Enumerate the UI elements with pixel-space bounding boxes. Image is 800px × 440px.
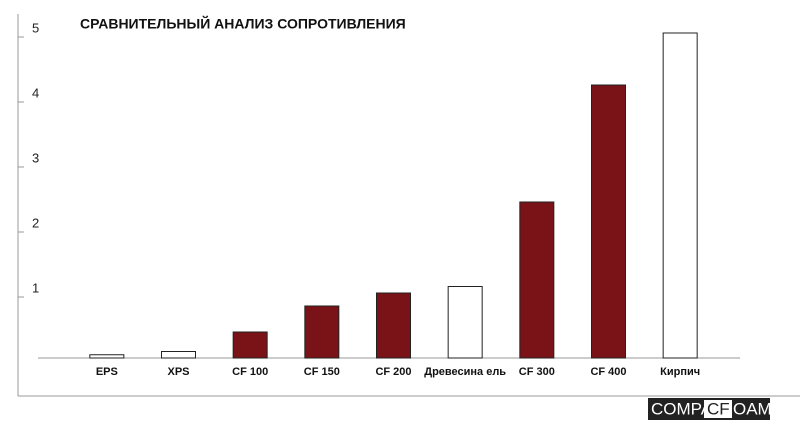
x-tick-label: Кирпич xyxy=(660,366,700,378)
x-tick-label: CF 150 xyxy=(304,366,340,378)
logo-text: CF xyxy=(707,399,730,418)
x-tick-label: CF 400 xyxy=(590,366,626,378)
y-tick-label: 2 xyxy=(32,215,39,230)
logo-text: COMPA xyxy=(651,399,713,418)
y-tick-label: 1 xyxy=(32,280,39,295)
bar xyxy=(89,354,125,359)
x-tick-label: EPS xyxy=(96,366,118,378)
bar xyxy=(447,286,483,359)
x-tick-label: Древесина ель xyxy=(424,366,506,378)
bar xyxy=(519,201,555,359)
x-tick-label: CF 100 xyxy=(232,366,268,378)
bar xyxy=(376,292,411,359)
bar xyxy=(591,84,626,359)
bar xyxy=(232,331,268,359)
bar xyxy=(662,32,698,359)
x-tick-label: CF 300 xyxy=(519,366,555,378)
logo: COMPA CF OAM xyxy=(648,398,772,420)
logo-text: OAM xyxy=(733,399,772,418)
y-tick-label: 5 xyxy=(32,20,39,35)
bar xyxy=(161,351,196,359)
y-tick-label: 3 xyxy=(32,150,39,165)
x-tick-label: CF 200 xyxy=(375,366,411,378)
y-tick-label: 4 xyxy=(32,85,39,100)
bar xyxy=(304,305,340,359)
logo-box xyxy=(704,400,732,418)
chart-title: СРАВНИТЕЛЬНЫЙ АНАЛИЗ СОПРОТИВЛЕНИЯ xyxy=(80,15,406,32)
x-tick-label: XPS xyxy=(167,366,189,378)
